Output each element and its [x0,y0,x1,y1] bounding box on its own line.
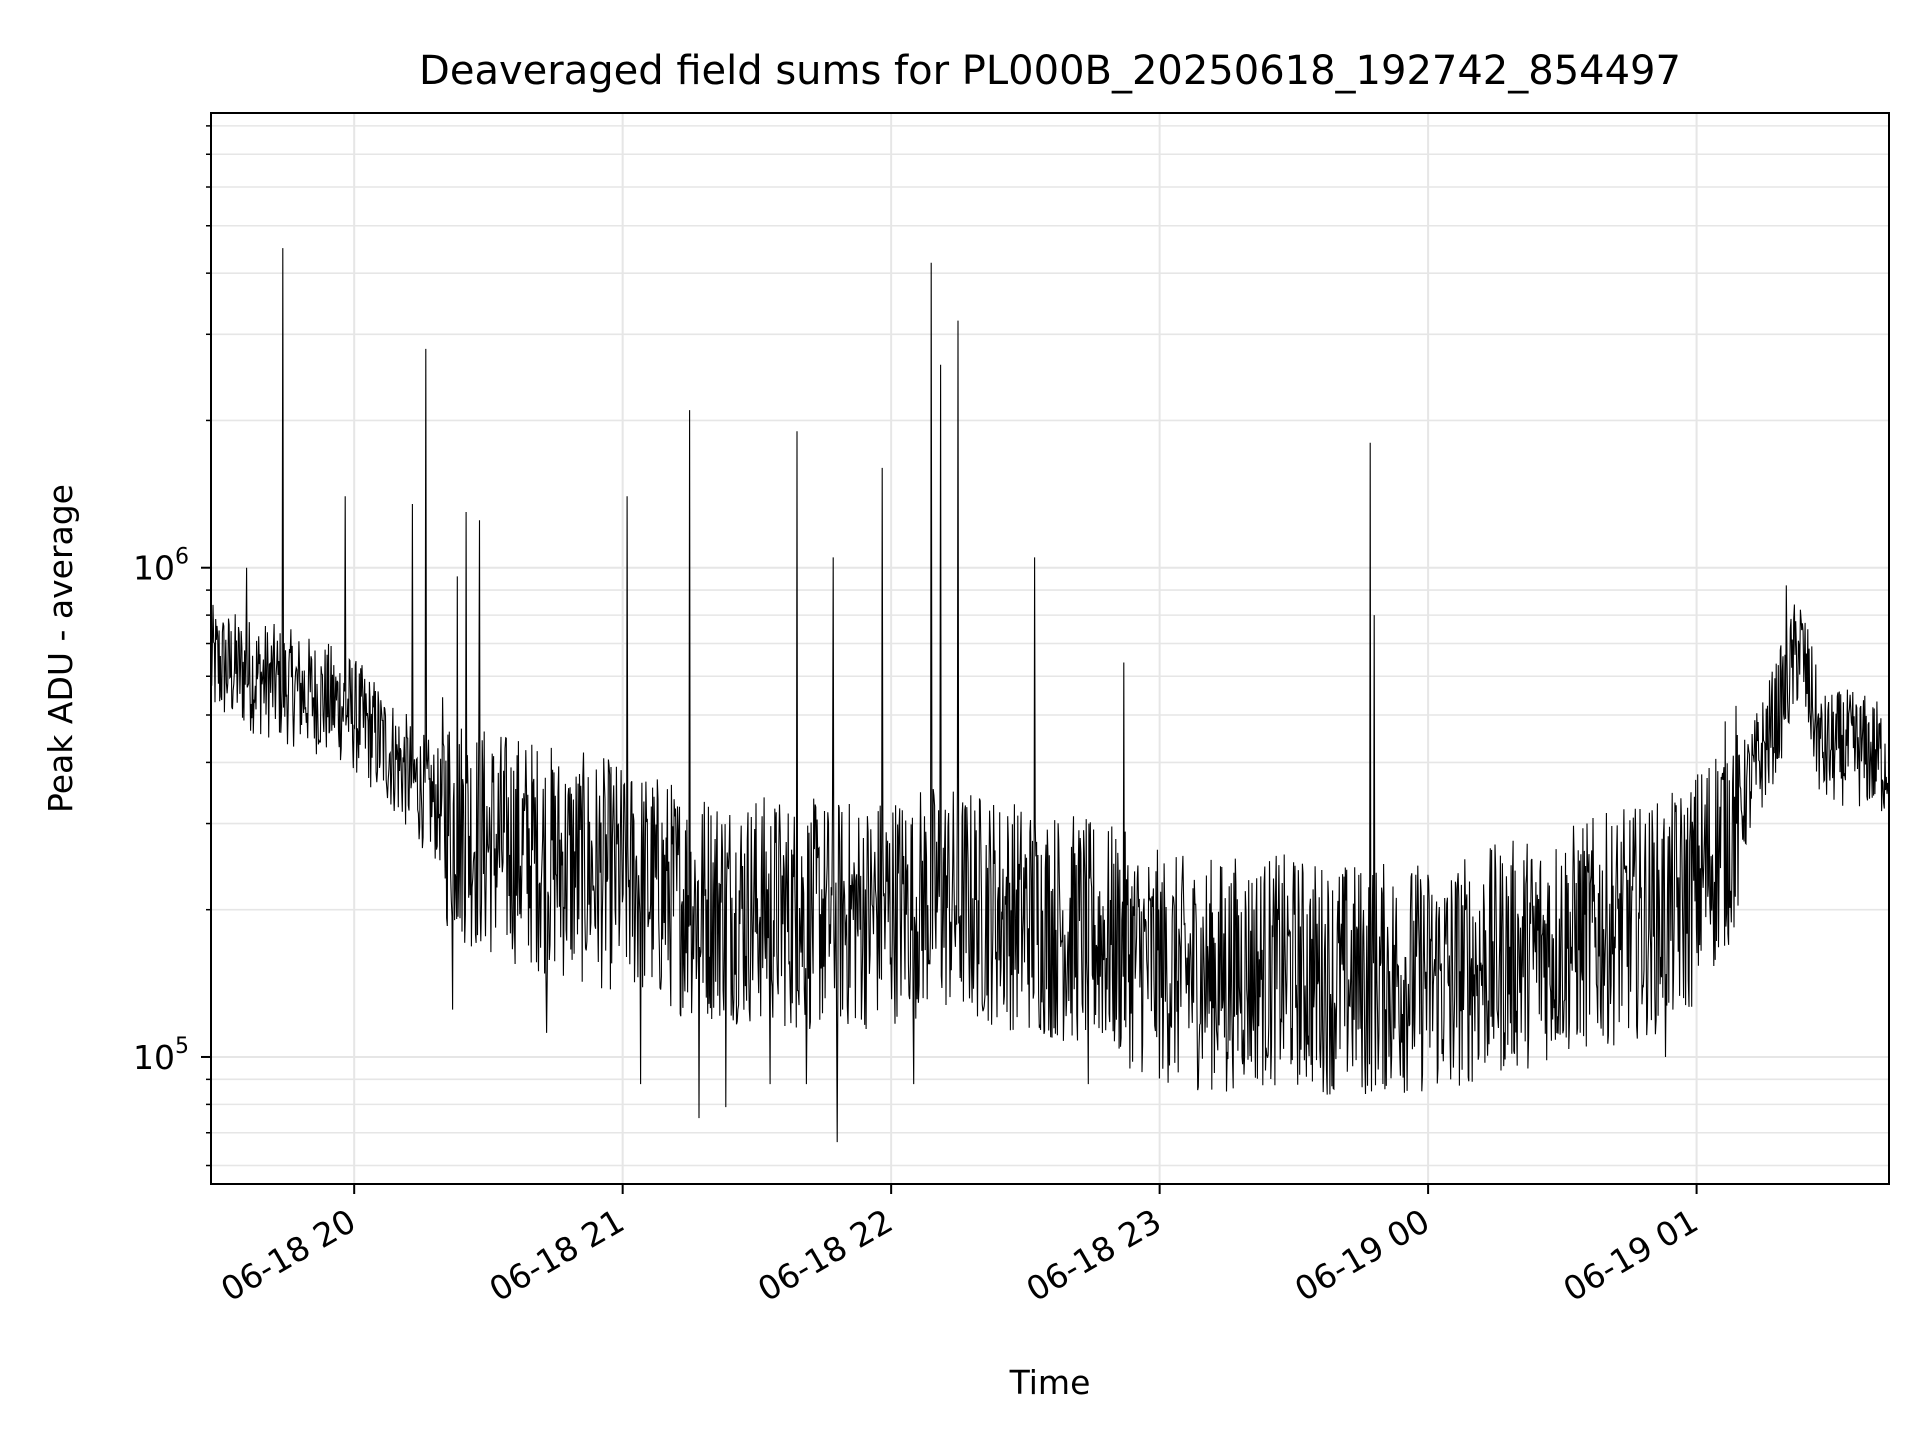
y-tick-label: 106 [133,545,189,588]
y-axis: 105 106 [133,125,211,1167]
y-tick-label: 105 [133,1034,189,1077]
series [210,248,1890,1143]
series-line [210,248,1890,1143]
plot-frame [210,112,1890,1185]
grid [211,113,1889,1184]
x-axis-label: Time [1009,1363,1091,1402]
y-axis-label: Peak ADU - average [41,484,80,813]
chart-title: Deaveraged field sums for PL000B_2025061… [419,48,1681,94]
